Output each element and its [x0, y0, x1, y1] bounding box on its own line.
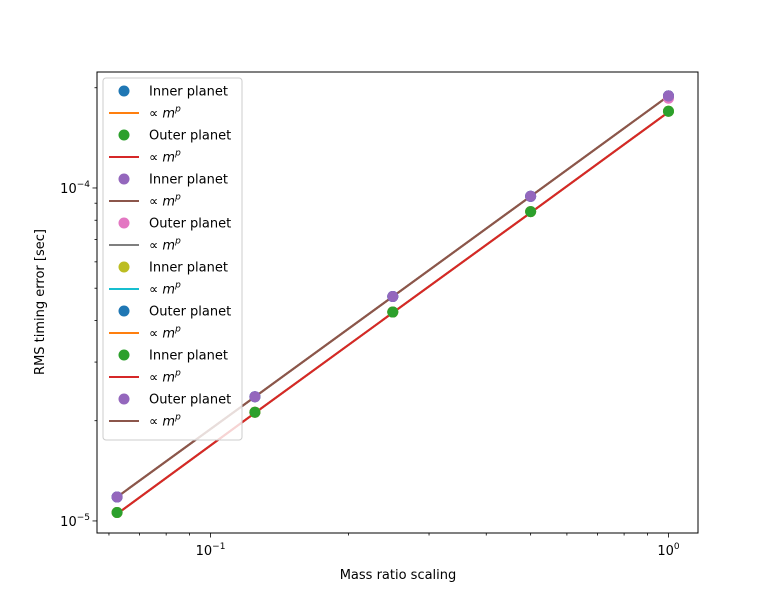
- legend-marker-14: [118, 393, 130, 405]
- legend: Inner planet ∝ mp Outer planet ∝ mp Inner pl…: [102, 77, 243, 441]
- legend-label-3: ∝ mp: [149, 149, 181, 166]
- data-point-s14-p2: [387, 291, 399, 303]
- x-axis-label: Mass ratio scaling: [340, 568, 457, 583]
- data-point-s12-p4: [662, 105, 674, 117]
- legend-box: [102, 77, 243, 441]
- legend-label-4: Inner planet: [149, 173, 228, 188]
- legend-label-10: Outer planet: [149, 305, 231, 320]
- legend-label-11: ∝ mp: [149, 325, 181, 342]
- data-point-s14-p1: [249, 391, 261, 403]
- axes-frame: [96, 71, 699, 534]
- legend-label-7: ∝ mp: [149, 237, 181, 254]
- legend-marker-2: [118, 129, 130, 141]
- y-axis-label: RMS timing error [sec]: [33, 229, 48, 375]
- data-point-s14-p0: [111, 491, 123, 503]
- data-point-s12-p0: [111, 507, 123, 519]
- legend-label-15: ∝ mp: [149, 413, 181, 430]
- legend-marker-0: [118, 85, 130, 97]
- legend-label-9: ∝ mp: [149, 281, 181, 298]
- legend-marker-8: [118, 261, 130, 273]
- legend-marker-12: [118, 349, 130, 361]
- legend-label-2: Outer planet: [149, 129, 231, 144]
- legend-label-0: Inner planet: [149, 85, 228, 100]
- data-point-s12-p3: [525, 206, 537, 218]
- legend-label-14: Outer planet: [149, 393, 231, 408]
- data-point-s14-p3: [525, 190, 537, 202]
- legend-label-13: ∝ mp: [149, 369, 181, 386]
- data-point-s14-p4: [662, 90, 674, 102]
- legend-marker-10: [118, 305, 130, 317]
- legend-label-1: ∝ mp: [149, 105, 181, 122]
- legend-marker-6: [118, 217, 130, 229]
- legend-label-5: ∝ mp: [149, 193, 181, 210]
- legend-label-6: Outer planet: [149, 217, 231, 232]
- data-point-s12-p1: [249, 406, 261, 418]
- legend-label-12: Inner planet: [149, 349, 228, 364]
- legend-marker-4: [118, 173, 130, 185]
- legend-label-8: Inner planet: [149, 261, 228, 276]
- data-point-s12-p2: [387, 306, 399, 318]
